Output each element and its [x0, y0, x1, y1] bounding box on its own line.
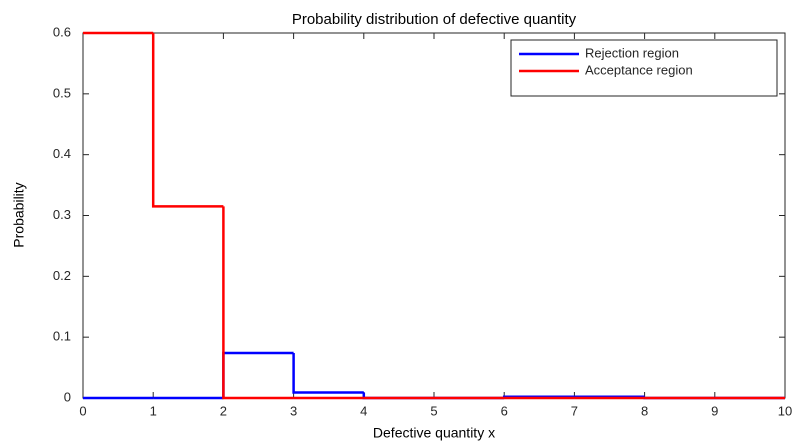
series [83, 31, 785, 400]
x-tick-label: 0 [79, 403, 86, 418]
x-tick-label: 2 [220, 403, 227, 418]
y-tick-label: 0.4 [53, 146, 71, 161]
y-tick-label: 0.3 [53, 207, 71, 222]
step [292, 352, 364, 394]
y-tick-label: 0 [64, 389, 71, 404]
step [222, 206, 294, 400]
y-tick-label: 0.6 [53, 24, 71, 39]
legend-label: Rejection region [585, 45, 679, 60]
legend-box [510, 39, 778, 97]
x-tick-label: 5 [430, 403, 437, 418]
step [151, 33, 224, 208]
x-tick-label: 9 [711, 403, 718, 418]
x-tick-label: 1 [150, 403, 157, 418]
legend-label: Acceptance region [585, 62, 693, 77]
x-tick-label: 7 [571, 403, 578, 418]
x-tick-label: 4 [360, 403, 367, 418]
y-tick-label: 0.2 [53, 268, 71, 283]
x-tick-label: 3 [290, 403, 297, 418]
x-axis-label: Defective quantity x [373, 425, 495, 441]
y-axis-label: Probability [11, 182, 27, 247]
x-tick-label: 8 [641, 403, 648, 418]
y-tick-label: 0.1 [53, 329, 71, 344]
y-tick-label: 0.5 [53, 85, 71, 100]
x-tick-label: 6 [501, 403, 508, 418]
x-tick-label: 10 [778, 403, 792, 418]
chart-title: Probability distribution of defective qu… [292, 11, 577, 28]
